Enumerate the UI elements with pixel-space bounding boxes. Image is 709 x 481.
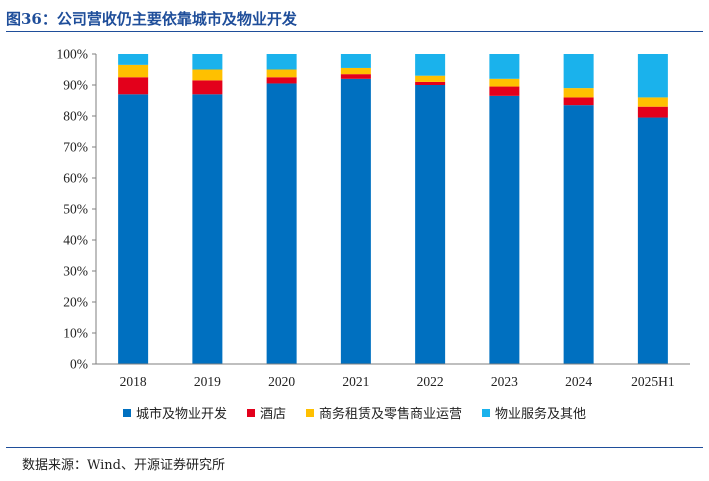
legend-swatch bbox=[482, 408, 491, 417]
bar-segment-2018-s0 bbox=[118, 94, 149, 365]
x-tick-label: 2024 bbox=[565, 374, 592, 389]
y-tick-label: 90% bbox=[63, 78, 88, 93]
bar-segment-2020-s1 bbox=[266, 77, 297, 84]
bar-segment-2022-s1 bbox=[415, 81, 446, 85]
x-tick-label: 2022 bbox=[417, 374, 444, 389]
bar-segment-2022-s3 bbox=[415, 54, 446, 76]
legend-item: 城市及物业开发 bbox=[122, 403, 227, 422]
chart-legend: 城市及物业开发 酒店 商务租赁及零售商业运营 物业服务及其他 bbox=[0, 403, 709, 422]
bar-segment-2018-s2 bbox=[118, 64, 149, 78]
bar-segment-2023-s0 bbox=[489, 95, 520, 364]
legend-label: 物业服务及其他 bbox=[495, 407, 587, 422]
legend-item: 酒店 bbox=[246, 403, 286, 422]
legend-swatch bbox=[122, 408, 131, 417]
bar-segment-2020-s0 bbox=[266, 83, 297, 364]
y-tick-label: 40% bbox=[63, 233, 88, 248]
y-tick-label: 0% bbox=[70, 357, 88, 372]
source-note: 数据来源：Wind、开源证券研究所 bbox=[22, 458, 225, 473]
bar-segment-2022-s2 bbox=[415, 75, 446, 82]
bar-segment-2021-s3 bbox=[340, 54, 371, 68]
legend-item: 商务租赁及零售商业运营 bbox=[306, 403, 462, 422]
source-divider bbox=[6, 447, 703, 448]
bar-segment-2022-s0 bbox=[415, 85, 446, 364]
stacked-bar-chart: 0% 10% 20% 30% 40% 50% 60% 70% 80% 90% 100% 2018 201… bbox=[57, 47, 690, 389]
x-tick-label: 2025H1 bbox=[631, 374, 675, 389]
legend-label: 酒店 bbox=[259, 407, 286, 422]
bar-segment-2023-s3 bbox=[489, 54, 520, 79]
x-tick-label: 2019 bbox=[194, 374, 221, 389]
bar-segment-2025H1-s0 bbox=[637, 117, 668, 364]
bar-segment-2020-s2 bbox=[266, 69, 297, 78]
bar-segment-2023-s2 bbox=[489, 78, 520, 87]
bar-segment-2024-s2 bbox=[563, 88, 594, 98]
bar-segment-2023-s1 bbox=[489, 86, 520, 96]
y-tick-label: 50% bbox=[63, 202, 88, 217]
x-tick-label: 2018 bbox=[120, 374, 147, 389]
bar-segment-2025H1-s2 bbox=[637, 97, 668, 107]
bar-segment-2019-s2 bbox=[192, 69, 223, 81]
bar-segment-2021-s0 bbox=[340, 78, 371, 365]
y-tick-label: 20% bbox=[63, 295, 88, 310]
bar-segment-2020-s3 bbox=[266, 54, 297, 70]
bar-segment-2025H1-s3 bbox=[637, 54, 668, 98]
legend-swatch bbox=[246, 408, 255, 417]
legend-label: 商务租赁及零售商业运营 bbox=[319, 407, 463, 422]
x-tick-label: 2021 bbox=[342, 374, 369, 389]
bar-segment-2018-s1 bbox=[118, 77, 149, 95]
title-divider bbox=[6, 31, 703, 32]
y-tick-label: 30% bbox=[63, 264, 88, 279]
bar-segment-2019-s0 bbox=[192, 94, 223, 365]
legend-label: 城市及物业开发 bbox=[135, 407, 227, 422]
bar-segment-2021-s2 bbox=[340, 67, 371, 75]
bar-segment-2019-s3 bbox=[192, 54, 223, 70]
x-tick-label: 2023 bbox=[491, 374, 518, 389]
y-tick-label: 80% bbox=[63, 109, 88, 124]
bar-segment-2018-s3 bbox=[118, 54, 149, 65]
legend-item: 物业服务及其他 bbox=[482, 403, 586, 422]
y-tick-label: 100% bbox=[57, 47, 89, 62]
y-tick-label: 60% bbox=[63, 171, 88, 186]
bar-segment-2025H1-s1 bbox=[637, 106, 668, 118]
y-tick-label: 10% bbox=[63, 326, 88, 341]
x-tick-label: 2020 bbox=[268, 374, 295, 389]
bar-segment-2024-s3 bbox=[563, 54, 594, 89]
y-tick-label: 70% bbox=[63, 140, 88, 155]
legend-swatch bbox=[306, 408, 314, 417]
bar-segment-2021-s1 bbox=[340, 74, 371, 79]
figure-title: 图36：公司营收仍主要依靠城市及物业开发 bbox=[6, 10, 297, 28]
bar-segment-2019-s1 bbox=[192, 80, 223, 95]
bar-segment-2024-s0 bbox=[563, 105, 594, 365]
bar-segment-2024-s1 bbox=[563, 97, 594, 106]
